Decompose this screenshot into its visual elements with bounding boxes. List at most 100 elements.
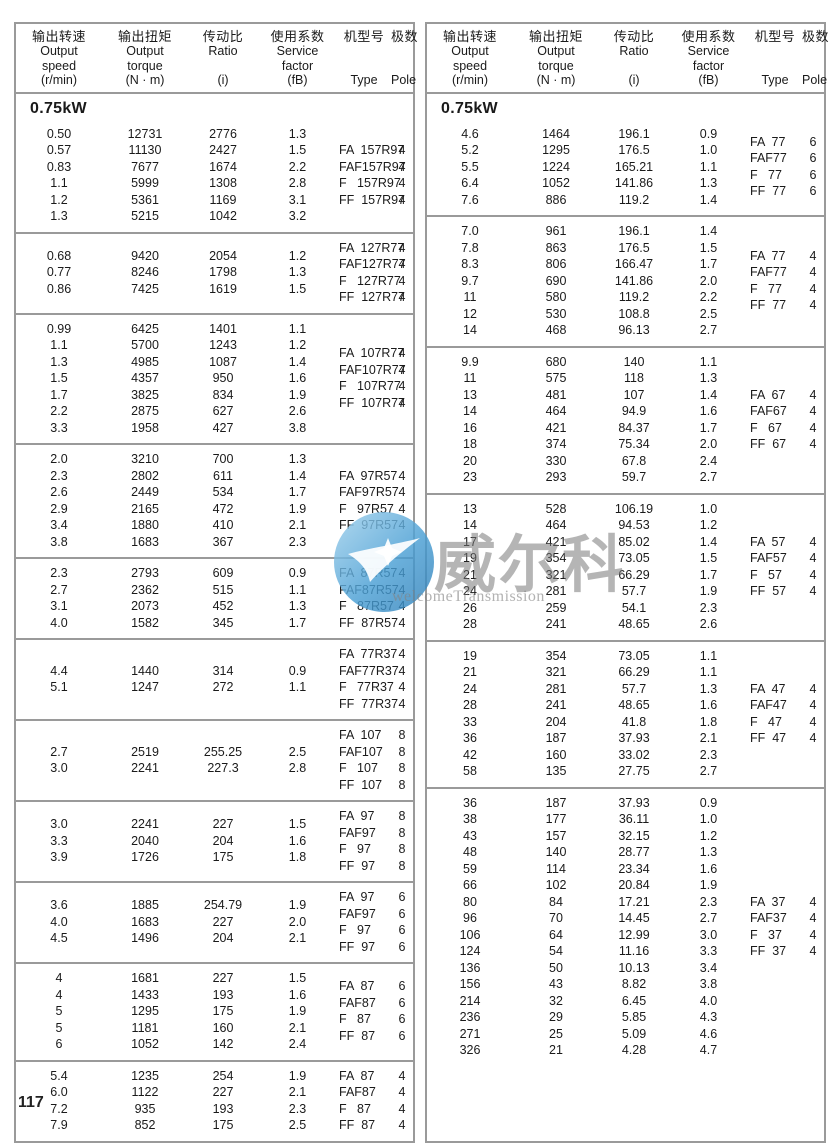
cell-pole: 4: [398, 680, 406, 695]
cell-type: FA 107R77: [339, 346, 405, 361]
cell-output-speed: 21: [463, 567, 477, 582]
cell-output-speed: 8.3: [461, 257, 479, 272]
cell-output-torque: 135: [545, 764, 567, 779]
cell-service-factor: 2.0: [288, 914, 307, 929]
column-header-en2: speed: [41, 58, 77, 73]
cell-pole: 4: [398, 257, 406, 272]
cell-type: FA 97: [339, 890, 375, 905]
cell-pole: 4: [398, 273, 406, 288]
cell-ratio: 37.93: [618, 731, 650, 746]
cell-output-speed: 1.2: [50, 192, 68, 207]
cell-ratio: 427: [212, 420, 234, 435]
cell-output-torque: 863: [545, 240, 567, 255]
table-row: 21 321 66.29 1.1: [427, 664, 748, 681]
column-header-cn: 极数: [391, 29, 419, 44]
cell-type: FF 37: [750, 944, 787, 959]
table-row: 3.9 1726 175 1.8: [16, 849, 337, 866]
cell-ratio: 1798: [209, 265, 237, 280]
cell-ratio: 700: [212, 452, 234, 467]
cell-service-factor: 1.8: [699, 714, 718, 729]
cell-service-factor: 1.3: [699, 176, 718, 191]
cell-output-speed: 4.0: [50, 615, 68, 630]
spec-rows: 4.6 1464 196.1 0.9 5.2 1295 176.5 1.0 5.5 1224 165…: [427, 126, 748, 209]
cell-type: FF 87: [339, 1028, 376, 1043]
spec-block: 2.7 2519 255.25 2.5 3.0 2241 227.3 2.8 FA 107 FAF…: [16, 721, 413, 803]
cell-pole: 4: [398, 518, 406, 533]
cell-pole: 6: [398, 1028, 406, 1043]
table-row: 0.68 9420 2054 1.2: [16, 248, 337, 265]
cell-service-factor: 1.6: [288, 371, 307, 386]
table-row: 0.50 12731 2776 1.3: [16, 126, 337, 143]
cell-output-speed: 42: [463, 747, 477, 762]
cell-pole: 8: [398, 842, 406, 857]
table-row: 4 1681 227 1.5: [16, 970, 337, 987]
cell-pole: 4: [809, 911, 817, 926]
cell-output-torque: 2165: [131, 501, 159, 516]
cell-service-factor: 1.8: [288, 850, 307, 865]
cell-ratio: 119.2: [618, 192, 650, 207]
spec-rows: 36 187 37.93 0.9 38 177 36.11 1.0 43 157 32.15 1.2 4…: [427, 795, 748, 1059]
cell-ratio: 227: [212, 817, 234, 832]
spec-rows: 4.4 1440 314 0.9 5.1 1247 272 1.1: [16, 663, 337, 696]
table-row: 271 25 5.09 4.6: [427, 1026, 748, 1043]
cell-output-speed: 4.4: [50, 663, 68, 678]
cell-service-factor: 3.8: [699, 977, 718, 992]
cell-service-factor: 1.7: [288, 615, 307, 630]
cell-output-torque: 204: [545, 714, 567, 729]
cell-service-factor: 1.2: [288, 338, 307, 353]
cell-output-torque: 1880: [131, 518, 159, 533]
cell-type: FF 97: [339, 939, 376, 954]
cell-service-factor: 1.3: [288, 599, 307, 614]
table-row: 13 481 107 1.4: [427, 387, 748, 404]
cell-ratio: 5.85: [621, 1010, 647, 1025]
table-row: 156 43 8.82 3.8: [427, 976, 748, 993]
cell-output-torque: 321: [545, 567, 567, 582]
cell-service-factor: 1.3: [699, 845, 718, 860]
cell-service-factor: 2.0: [699, 437, 718, 452]
cell-type: FAF157R97: [339, 159, 406, 174]
table-row: 21 321 66.29 1.7: [427, 567, 748, 584]
column-header-unit: Type: [761, 73, 789, 88]
spec-block: 3.0 2241 227 1.5 3.3 2040 204 1.6 3.9 1726 175 1.8 F…: [16, 802, 413, 884]
cell-service-factor: 1.3: [288, 126, 307, 141]
cell-type: FA 127R77: [339, 240, 405, 255]
cell-type: FA 67: [750, 387, 786, 402]
cell-service-factor: 0.9: [288, 663, 307, 678]
type-group: FA 87R57 FAF87R57 F 87R57 FF 87R57 4 4 4 4: [337, 565, 413, 631]
cell-output-torque: 5700: [131, 338, 159, 353]
type-group: FA 87 FAF87 F 87 FF 87 4 4 4 4: [337, 1068, 413, 1134]
cell-output-speed: 28: [463, 617, 477, 632]
cell-output-speed: 12: [463, 306, 477, 321]
cell-type: F 67: [750, 420, 782, 435]
table-row: 4.0 1683 227 2.0: [16, 914, 337, 931]
cell-output-torque: 2073: [131, 599, 159, 614]
cell-type: FAF77R37: [339, 663, 399, 678]
cell-type: F 127R77: [339, 273, 401, 288]
cell-ratio: 314: [212, 663, 234, 678]
cell-ratio: 41.8: [621, 714, 647, 729]
cell-output-torque: 2519: [131, 744, 159, 759]
cell-type: FAF37: [750, 911, 787, 926]
cell-ratio: 834: [212, 387, 234, 402]
cell-pole: 6: [809, 184, 817, 199]
cell-output-speed: 3.8: [50, 534, 68, 549]
spec-block: 0.68 9420 2054 1.2 0.77 8246 1798 1.3 0.86 7425 16…: [16, 234, 413, 315]
cell-output-torque: 354: [545, 648, 567, 663]
cell-ratio: 345: [212, 615, 234, 630]
cell-output-speed: 3.1: [50, 599, 68, 614]
cell-ratio: 28.77: [618, 845, 650, 860]
cell-ratio: 515: [212, 582, 234, 597]
cell-service-factor: 4.3: [699, 1010, 718, 1025]
table-row: 7.2 935 193 2.3: [16, 1101, 337, 1118]
cell-service-factor: 1.6: [699, 861, 718, 876]
cell-type: F 87: [339, 1101, 371, 1116]
cell-service-factor: 2.6: [699, 617, 718, 632]
type-group: FA 57 FAF57 F 57 FF 57 4 4 4 4: [748, 534, 824, 600]
cell-service-factor: 1.5: [288, 143, 307, 158]
table-row: 59 114 23.34 1.6: [427, 861, 748, 878]
cell-ratio: 534: [212, 485, 234, 500]
cell-ratio: 227: [212, 1085, 234, 1100]
table-row: 5.5 1224 165.21 1.1: [427, 159, 748, 176]
cell-output-speed: 24: [463, 584, 477, 599]
cell-output-speed: 80: [463, 894, 477, 909]
